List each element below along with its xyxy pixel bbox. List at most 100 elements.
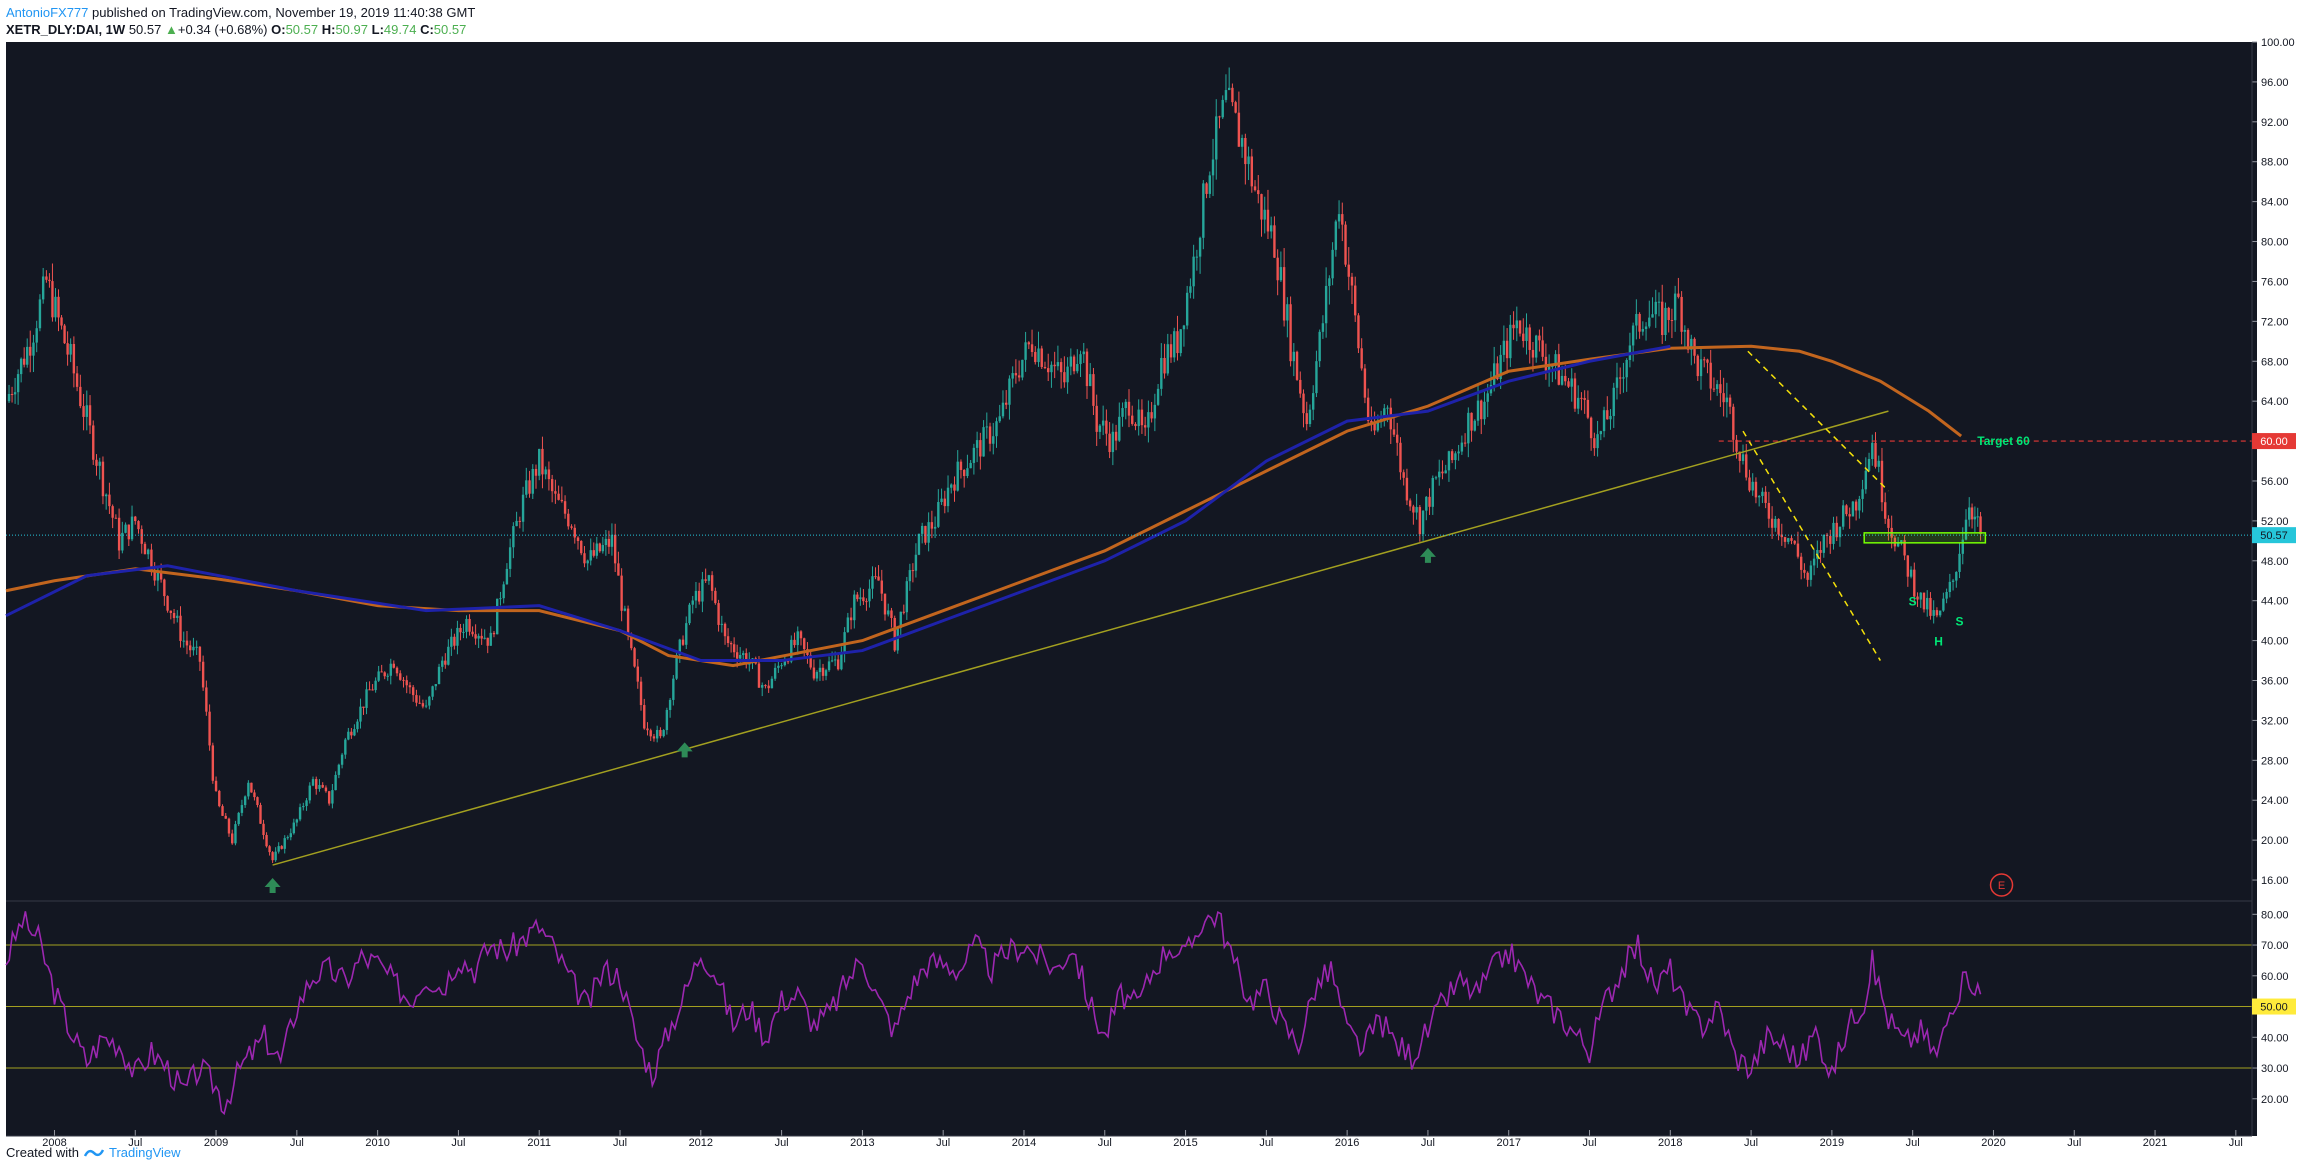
candle-body	[732, 644, 736, 653]
candle-body	[1341, 214, 1344, 225]
candle-body	[1247, 156, 1250, 165]
candle-body	[1014, 373, 1018, 376]
candle-body	[437, 666, 441, 685]
candle-body	[1195, 256, 1199, 258]
candle-body	[846, 617, 850, 633]
candle-body	[1434, 477, 1438, 479]
candle-body	[1567, 381, 1570, 387]
candle-body	[896, 627, 899, 651]
author-link[interactable]: AntonioFX777	[6, 5, 89, 20]
candle-body	[1509, 324, 1512, 359]
candle-body	[1945, 591, 1948, 599]
candle-body	[1176, 331, 1179, 354]
candle-body	[1156, 388, 1160, 405]
candle-body	[395, 667, 399, 674]
candle-body	[1408, 500, 1412, 507]
candle-body	[308, 785, 311, 801]
candle-body	[580, 540, 583, 554]
tradingview-brand[interactable]: TradingView	[108, 1145, 181, 1160]
candle-body	[1337, 214, 1341, 222]
candle-body	[1854, 501, 1858, 511]
candle-body	[1683, 329, 1687, 332]
candle-body	[1460, 442, 1464, 452]
candle-body	[201, 661, 205, 688]
candle-body	[1486, 393, 1489, 402]
candle-body	[937, 502, 940, 527]
candle-body	[1673, 293, 1677, 321]
candle-body	[969, 462, 972, 469]
x-tick-label: 2020	[1981, 1137, 2005, 1149]
candle-body	[1240, 137, 1244, 147]
candle-body	[1929, 597, 1932, 616]
candle-body	[738, 654, 742, 659]
candle-body	[1444, 470, 1447, 474]
candle-body	[1625, 359, 1628, 378]
rsi-pane[interactable]	[5, 910, 2252, 1116]
candle-body	[636, 666, 639, 682]
candle-body	[859, 597, 862, 600]
y-tick-label: 24.00	[2261, 795, 2289, 807]
candle-body	[1880, 460, 1884, 503]
candle-body	[770, 678, 774, 689]
candle-body	[646, 728, 649, 731]
candle-body	[1955, 571, 1958, 581]
candle-body	[1832, 522, 1835, 544]
x-tick-label: 2010	[365, 1137, 389, 1149]
candle-body	[1935, 610, 1939, 616]
candle-body	[411, 687, 415, 696]
candle-body	[1976, 516, 1979, 518]
candle-body	[79, 386, 82, 407]
candle-body	[1874, 442, 1877, 467]
candle-body	[1111, 431, 1115, 453]
candle-body	[914, 554, 918, 571]
candle-body	[1257, 190, 1260, 195]
x-tick-label: Jul	[775, 1137, 789, 1149]
candle-body	[1942, 598, 1945, 611]
candle-body	[1932, 610, 1935, 616]
candle-body	[1761, 491, 1764, 497]
candle-body	[1179, 329, 1182, 354]
candle-body	[1712, 388, 1716, 390]
x-tick-label: Jul	[1421, 1137, 1435, 1149]
target-price-badge	[2252, 433, 2296, 450]
candle-body	[95, 459, 98, 466]
candle-body	[32, 342, 35, 356]
candle-body	[26, 346, 29, 365]
candle-body	[799, 631, 803, 639]
candle-body	[1861, 489, 1864, 499]
candle-body	[601, 545, 605, 552]
candle-body	[92, 425, 95, 460]
candle-body	[286, 837, 289, 839]
candle-body	[1838, 526, 1842, 538]
candle-body	[424, 705, 428, 707]
rsi-y-tick-label: 30.00	[2261, 1063, 2289, 1075]
candle-body	[1105, 420, 1108, 434]
candle-body	[172, 612, 176, 618]
candle-body	[1279, 267, 1283, 281]
candle-body	[1266, 209, 1270, 232]
candle-body	[1641, 329, 1645, 332]
candle-body	[1570, 378, 1573, 387]
candle-body	[930, 522, 934, 529]
candle-body	[554, 491, 557, 494]
candle-body	[1412, 506, 1415, 513]
y-tick-label: 36.00	[2261, 676, 2289, 688]
event-label: E	[1998, 880, 2005, 892]
open-label: O:	[271, 22, 286, 37]
candle-body	[1315, 361, 1318, 394]
candle-body	[231, 833, 234, 844]
candle-body	[1547, 366, 1551, 371]
y-tick-label: 52.00	[2261, 516, 2289, 528]
candle-body	[1822, 534, 1826, 553]
candle-body	[880, 580, 883, 594]
candle-body	[833, 659, 837, 661]
candle-body	[7, 393, 11, 402]
candle-body	[773, 667, 777, 679]
candle-body	[227, 818, 231, 834]
candle-body	[218, 790, 221, 807]
candle-body	[1573, 378, 1577, 409]
candle-body	[1079, 354, 1082, 365]
target-price-badge-text: 60.00	[2260, 436, 2288, 448]
